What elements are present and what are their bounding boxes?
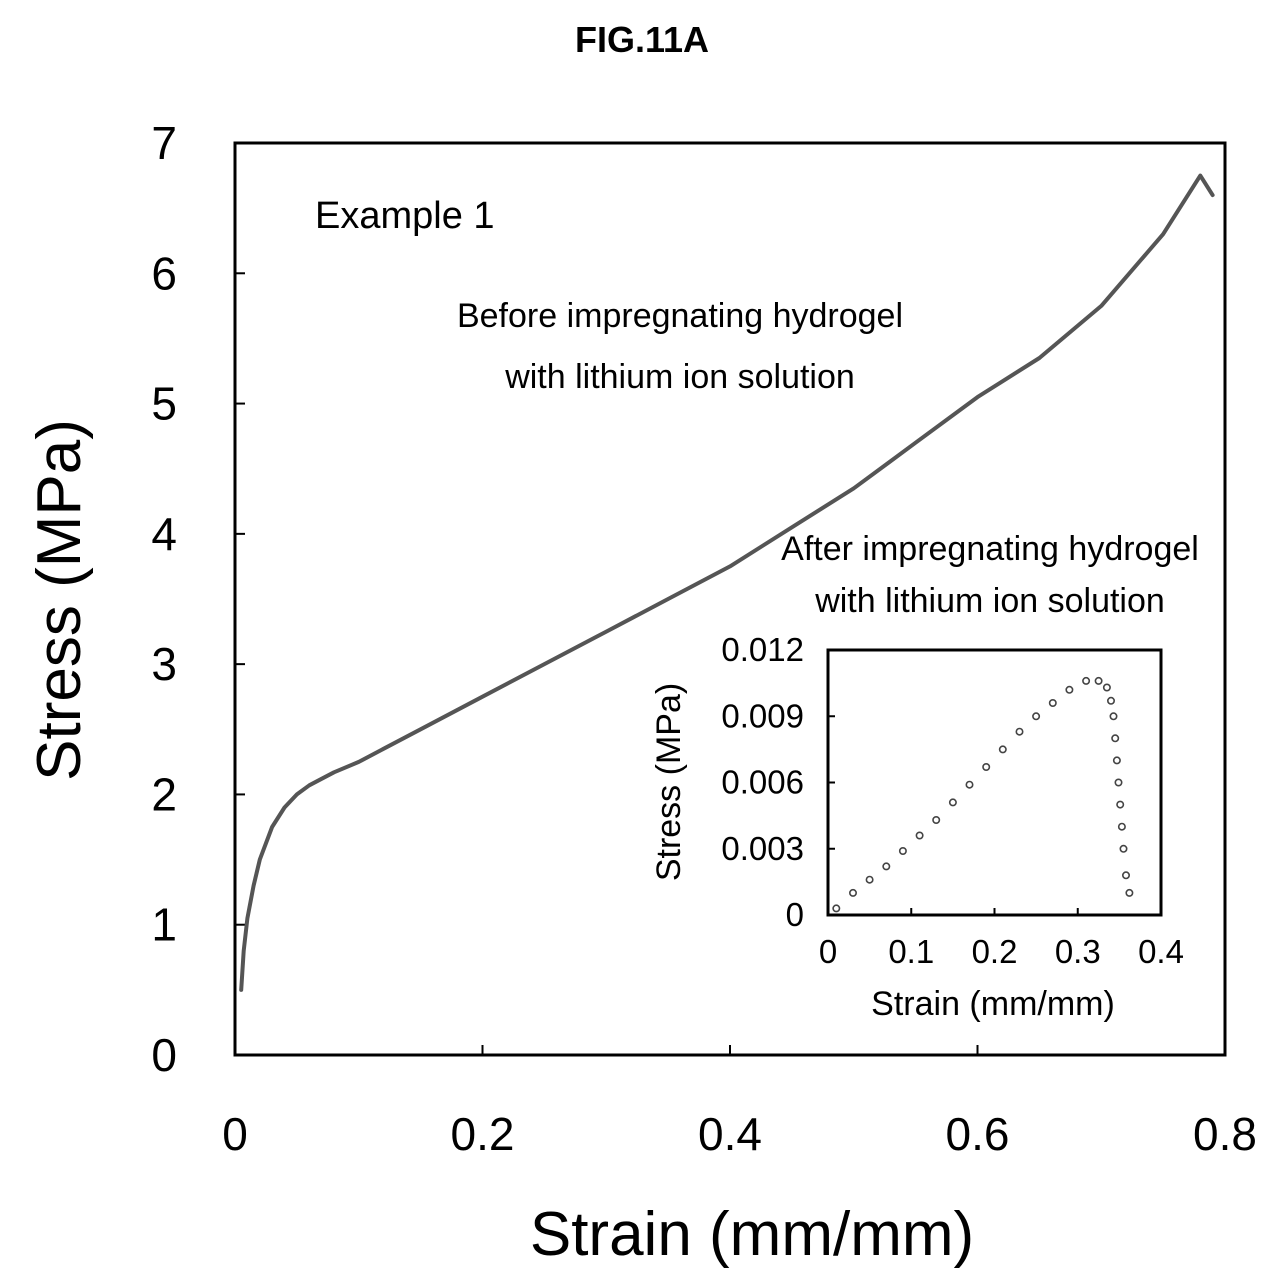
main-series-line: [239, 173, 1215, 992]
inset-data-point: [1082, 676, 1091, 685]
inset-data-point: [1122, 871, 1131, 880]
after-label-line1: After impregnating hydrogel: [781, 530, 1199, 568]
inset-data-point: [1125, 888, 1134, 897]
inset-data-point: [832, 904, 841, 913]
inset-data-point: [848, 888, 857, 897]
main-x-tick-label: 0.2: [451, 1108, 515, 1160]
before-label-line1: Before impregnating hydrogel: [457, 297, 903, 335]
inset-y-tick-label: 0: [786, 896, 804, 933]
inset-y-tick-label: 0.009: [721, 697, 804, 734]
inset-data-point: [1015, 727, 1024, 736]
inset-data-point: [998, 745, 1007, 754]
inset-y-tick-label: 0.012: [721, 631, 804, 668]
main-x-tick-label: 0.6: [946, 1108, 1010, 1160]
inset-data-point: [1048, 698, 1057, 707]
inset-data-point: [915, 831, 924, 840]
inset-data-point: [1032, 712, 1041, 721]
inset-x-tick-label: 0: [819, 933, 837, 970]
main-y-tick-label: 6: [151, 247, 177, 299]
inset-data-point: [865, 875, 874, 884]
main-y-tick-label: 1: [151, 899, 177, 951]
inset-data-point: [965, 780, 974, 789]
inset-data-point: [1116, 800, 1125, 809]
main-x-tick-label: 0.8: [1193, 1108, 1257, 1160]
inset-data-point: [1112, 756, 1121, 765]
inset-x-tick-label: 0.3: [1055, 933, 1101, 970]
main-y-tick-label: 5: [151, 378, 177, 430]
inset-data-point: [1065, 685, 1074, 694]
inset-data-point: [1114, 778, 1123, 787]
inset-data-point: [948, 798, 957, 807]
main-x-tick-label: 0: [222, 1108, 248, 1160]
inset-x-tick-labels: 0 0.1 0.2 0.3 0.4: [819, 933, 1184, 970]
inset-data-point: [1109, 712, 1118, 721]
inset-data-point: [882, 862, 891, 871]
main-tick-marks: [235, 272, 979, 1055]
inset-data-point: [1117, 822, 1126, 831]
main-series-group: [239, 173, 1215, 992]
inset-data-point: [932, 815, 941, 824]
inset-data-point: [898, 846, 907, 855]
inset-y-axis-label: Stress (MPa): [650, 683, 688, 881]
main-x-tick-label: 0.4: [698, 1108, 762, 1160]
inset-data-point: [1094, 676, 1103, 685]
inset-data-point: [982, 762, 991, 771]
inset-data-point: [1102, 683, 1111, 692]
inset-data-point: [1119, 844, 1128, 853]
inset-y-tick-label: 0.003: [721, 830, 804, 867]
inset-plot-frame: [826, 648, 1163, 917]
inset-y-tick-label: 0.006: [721, 764, 804, 801]
inset-data-point: [1111, 734, 1120, 743]
main-y-tick-labels: 0 1 2 3 4 5 6 7: [151, 117, 177, 1081]
inset-x-tick-label: 0.2: [972, 933, 1018, 970]
inset-x-tick-label: 0.1: [888, 933, 934, 970]
inset-tick-marks: [828, 715, 1079, 915]
main-x-tick-labels: 0 0.2 0.4 0.6 0.8: [222, 1108, 1257, 1160]
inset-series-group: [832, 676, 1134, 913]
inset-data-point: [1107, 696, 1116, 705]
main-y-tick-label: 4: [151, 508, 177, 560]
inset-x-axis-label: Strain (mm/mm): [871, 985, 1115, 1023]
main-x-axis-label: Strain (mm/mm): [530, 1200, 974, 1269]
inset-y-tick-labels: 0 0.003 0.006 0.009 0.012: [721, 631, 804, 933]
main-y-tick-label: 7: [151, 117, 177, 169]
after-label-line2: with lithium ion solution: [814, 582, 1165, 620]
before-label-line2: with lithium ion solution: [504, 358, 855, 396]
main-y-tick-label: 2: [151, 768, 177, 820]
main-y-tick-label: 0: [151, 1029, 177, 1081]
inset-x-tick-label: 0.4: [1138, 933, 1184, 970]
main-y-axis-label: Stress (MPa): [25, 419, 94, 781]
main-y-tick-label: 3: [151, 638, 177, 690]
figure-title: FIG.11A: [575, 19, 709, 60]
example-label: Example 1: [315, 195, 495, 237]
